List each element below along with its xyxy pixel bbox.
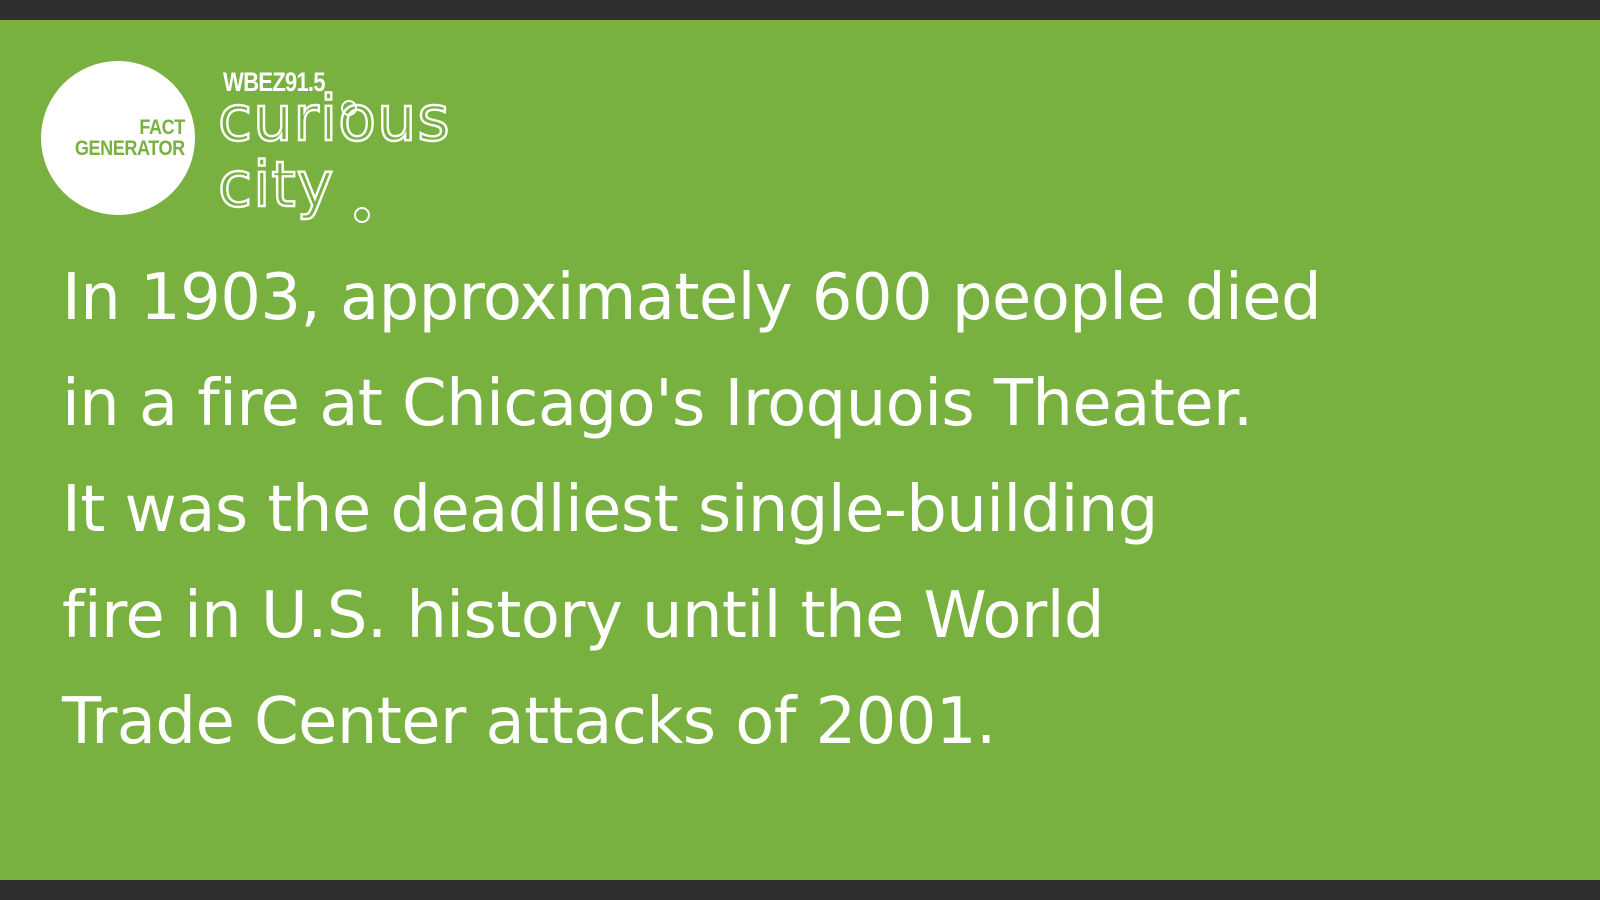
badge-line-2: GENERATOR — [75, 137, 185, 160]
station-logo: WBEZ91.5 — [223, 67, 326, 97]
fact-line: fire in U.S. history until the World — [62, 579, 1105, 653]
badge-line-1: FACT — [139, 116, 186, 139]
curious-city-logo-word-2: city — [217, 148, 335, 221]
fact-text: In 1903, approximately 600 people died i… — [62, 245, 1562, 775]
fact-card: FACT GENERATOR WBEZ91.5 curious city In … — [0, 20, 1600, 880]
fact-line: In 1903, approximately 600 people died — [62, 261, 1322, 335]
logo-circle-icon — [354, 207, 370, 223]
fact-line: It was the deadliest single-building — [62, 473, 1158, 547]
logo-circle-icon — [341, 100, 357, 116]
curious-city-logo-word-1: curious — [217, 82, 451, 155]
fact-line: in a fire at Chicago's Iroquois Theater. — [62, 367, 1253, 441]
fact-generator-badge: FACT GENERATOR — [41, 61, 195, 215]
fact-line: Trade Center attacks of 2001. — [62, 685, 996, 759]
